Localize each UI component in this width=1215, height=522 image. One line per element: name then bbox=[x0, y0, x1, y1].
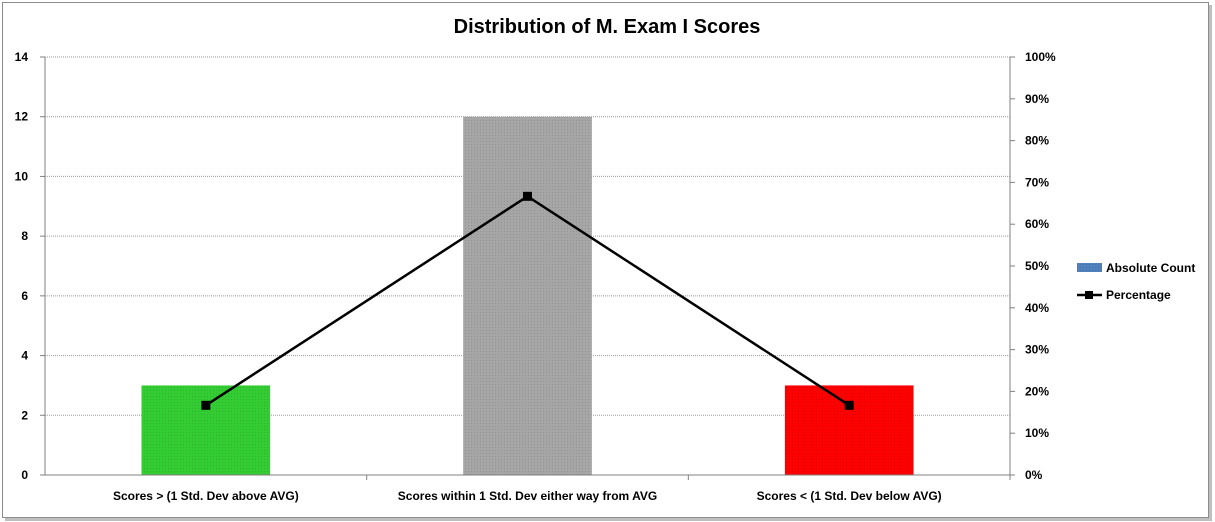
category-label: Scores < (1 Std. Dev below AVG) bbox=[757, 489, 942, 503]
left-axis-ticks: 0 2 4 6 8 10 12 14 bbox=[15, 50, 45, 482]
left-tick-label: 8 bbox=[21, 229, 28, 243]
right-tick-label: 80% bbox=[1025, 134, 1049, 148]
left-tick-label: 14 bbox=[15, 50, 29, 64]
bar-texture bbox=[141, 385, 271, 475]
legend: Absolute Count Percentage bbox=[1077, 261, 1195, 302]
right-tick-label: 0% bbox=[1025, 468, 1043, 482]
right-tick-label: 50% bbox=[1025, 259, 1049, 273]
right-tick-label: 10% bbox=[1025, 426, 1049, 440]
bar-texture bbox=[784, 385, 914, 475]
bar-texture bbox=[463, 116, 592, 475]
bars bbox=[141, 116, 914, 475]
right-tick-label: 30% bbox=[1025, 343, 1049, 357]
left-tick-label: 4 bbox=[21, 349, 28, 363]
right-axis-ticks: 0% 10% 20% 30% 40% 50% 60% 70% 80% 90% 100% bbox=[1010, 50, 1056, 482]
right-tick-label: 70% bbox=[1025, 175, 1049, 189]
category-label: Scores > (1 Std. Dev above AVG) bbox=[113, 489, 299, 503]
legend-swatch-texture bbox=[1077, 263, 1102, 272]
percentage-point bbox=[201, 400, 211, 410]
left-tick-label: 12 bbox=[15, 110, 29, 124]
category-labels: Scores > (1 Std. Dev above AVG) Scores wi… bbox=[113, 475, 1011, 503]
left-tick-label: 2 bbox=[21, 408, 28, 422]
category-label: Scores within 1 Std. Dev either way from… bbox=[398, 489, 657, 503]
right-tick-label: 90% bbox=[1025, 92, 1049, 106]
right-tick-label: 20% bbox=[1025, 384, 1049, 398]
left-tick-label: 10 bbox=[15, 169, 29, 183]
legend-swatch-percentage-marker bbox=[1085, 291, 1093, 299]
percentage-point bbox=[844, 400, 854, 410]
percentage-point bbox=[523, 191, 532, 201]
legend-label-absolute-count: Absolute Count bbox=[1106, 261, 1195, 275]
right-tick-label: 60% bbox=[1025, 217, 1049, 231]
chart-title: Distribution of M. Exam I Scores bbox=[454, 16, 761, 38]
percentage-line bbox=[201, 191, 854, 410]
right-tick-label: 40% bbox=[1025, 301, 1049, 315]
right-tick-label: 100% bbox=[1025, 50, 1056, 64]
left-tick-label: 6 bbox=[21, 289, 28, 303]
left-tick-label: 0 bbox=[21, 468, 28, 482]
legend-label-percentage: Percentage bbox=[1106, 288, 1171, 302]
